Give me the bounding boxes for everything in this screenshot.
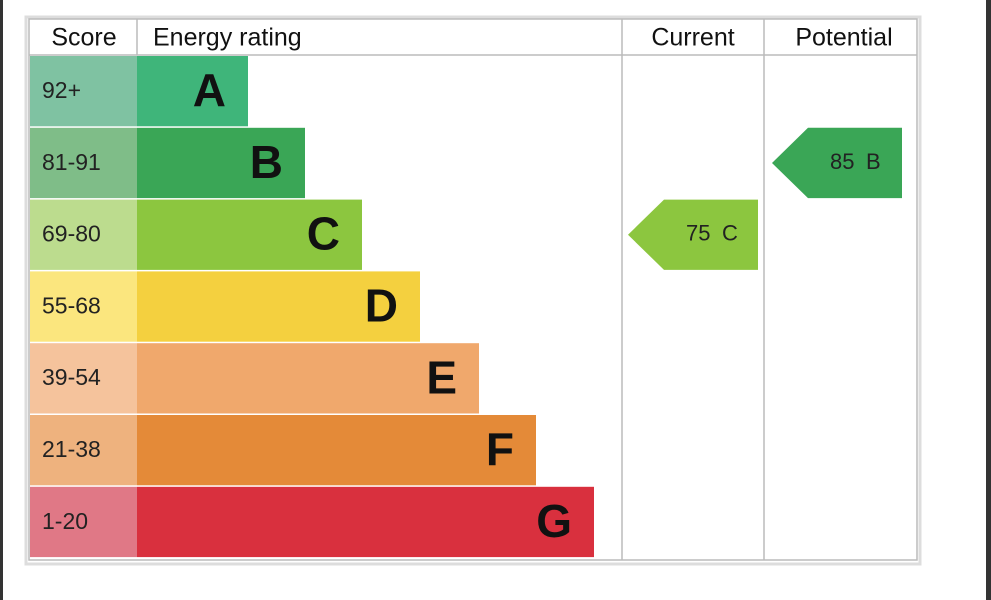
left-edge [0, 0, 3, 600]
header-current: Current [651, 24, 734, 52]
score-cell [30, 127, 137, 199]
header-rating: Energy rating [153, 24, 302, 52]
current-arrow [628, 199, 758, 270]
score-range: 55-68 [42, 292, 101, 318]
score-cell [30, 343, 137, 414]
rating-bar [137, 271, 420, 342]
current-letter: C [722, 221, 738, 246]
rating-bar [137, 486, 594, 558]
potential-value: 85 [830, 149, 854, 174]
rating-letter: A [193, 64, 226, 116]
score-cell [30, 199, 137, 270]
score-cell [30, 56, 137, 127]
score-range: 81-91 [42, 149, 101, 175]
right-edge [986, 0, 991, 600]
rating-letter: C [307, 208, 340, 260]
rating-letter: F [486, 423, 514, 475]
rating-bar [137, 199, 362, 270]
potential-letter: B [866, 149, 881, 174]
rating-bar [137, 415, 536, 486]
score-cell [30, 486, 137, 558]
rating-letter: B [250, 136, 283, 188]
rating-bar [137, 56, 248, 127]
rating-letter: D [365, 279, 398, 331]
score-cell [30, 415, 137, 486]
current-value: 75 [686, 221, 710, 246]
score-cell [30, 271, 137, 342]
score-range: 21-38 [42, 436, 101, 462]
rating-letter: E [426, 351, 457, 403]
rating-letter: G [536, 495, 572, 547]
header-potential: Potential [795, 24, 892, 52]
header-score: Score [51, 24, 116, 52]
potential-arrow [772, 127, 902, 199]
rating-bar [137, 127, 305, 199]
rating-bar [137, 343, 479, 414]
score-range: 92+ [42, 77, 81, 103]
score-range: 69-80 [42, 221, 101, 247]
score-range: 1-20 [42, 508, 88, 534]
score-range: 39-54 [42, 364, 101, 390]
